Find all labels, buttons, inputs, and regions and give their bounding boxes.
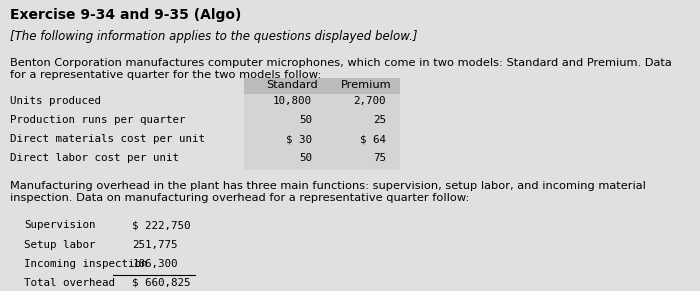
- Text: Setup labor: Setup labor: [25, 239, 96, 250]
- Text: 251,775: 251,775: [132, 239, 178, 250]
- Text: 10,800: 10,800: [273, 96, 312, 106]
- Text: Standard: Standard: [266, 80, 318, 90]
- Text: $ 222,750: $ 222,750: [132, 220, 191, 230]
- Text: 50: 50: [299, 115, 312, 125]
- Text: 50: 50: [299, 153, 312, 164]
- Text: Supervision: Supervision: [25, 220, 96, 230]
- Text: Production runs per quarter: Production runs per quarter: [10, 115, 186, 125]
- Text: Direct materials cost per unit: Direct materials cost per unit: [10, 134, 205, 144]
- Text: Incoming inspection: Incoming inspection: [25, 259, 148, 269]
- Text: 2,700: 2,700: [354, 96, 386, 106]
- Text: 25: 25: [373, 115, 386, 125]
- Text: $ 64: $ 64: [360, 134, 386, 144]
- Text: Exercise 9-34 and 9-35 (Algo): Exercise 9-34 and 9-35 (Algo): [10, 8, 241, 22]
- Text: $ 30: $ 30: [286, 134, 312, 144]
- Text: Benton Corporation manufactures computer microphones, which come in two models: : Benton Corporation manufactures computer…: [10, 58, 672, 79]
- Text: Total overhead: Total overhead: [25, 278, 116, 288]
- Text: [The following information applies to the questions displayed below.]: [The following information applies to th…: [10, 30, 417, 43]
- Text: $ 660,825: $ 660,825: [132, 278, 191, 288]
- Text: Units produced: Units produced: [10, 96, 101, 106]
- FancyBboxPatch shape: [244, 77, 400, 94]
- Text: Manufacturing overhead in the plant has three main functions: supervision, setup: Manufacturing overhead in the plant has …: [10, 181, 646, 203]
- Text: Direct labor cost per unit: Direct labor cost per unit: [10, 153, 179, 164]
- FancyBboxPatch shape: [244, 94, 400, 171]
- Text: Premium: Premium: [341, 80, 391, 90]
- Text: 186,300: 186,300: [132, 259, 178, 269]
- Text: 75: 75: [373, 153, 386, 164]
